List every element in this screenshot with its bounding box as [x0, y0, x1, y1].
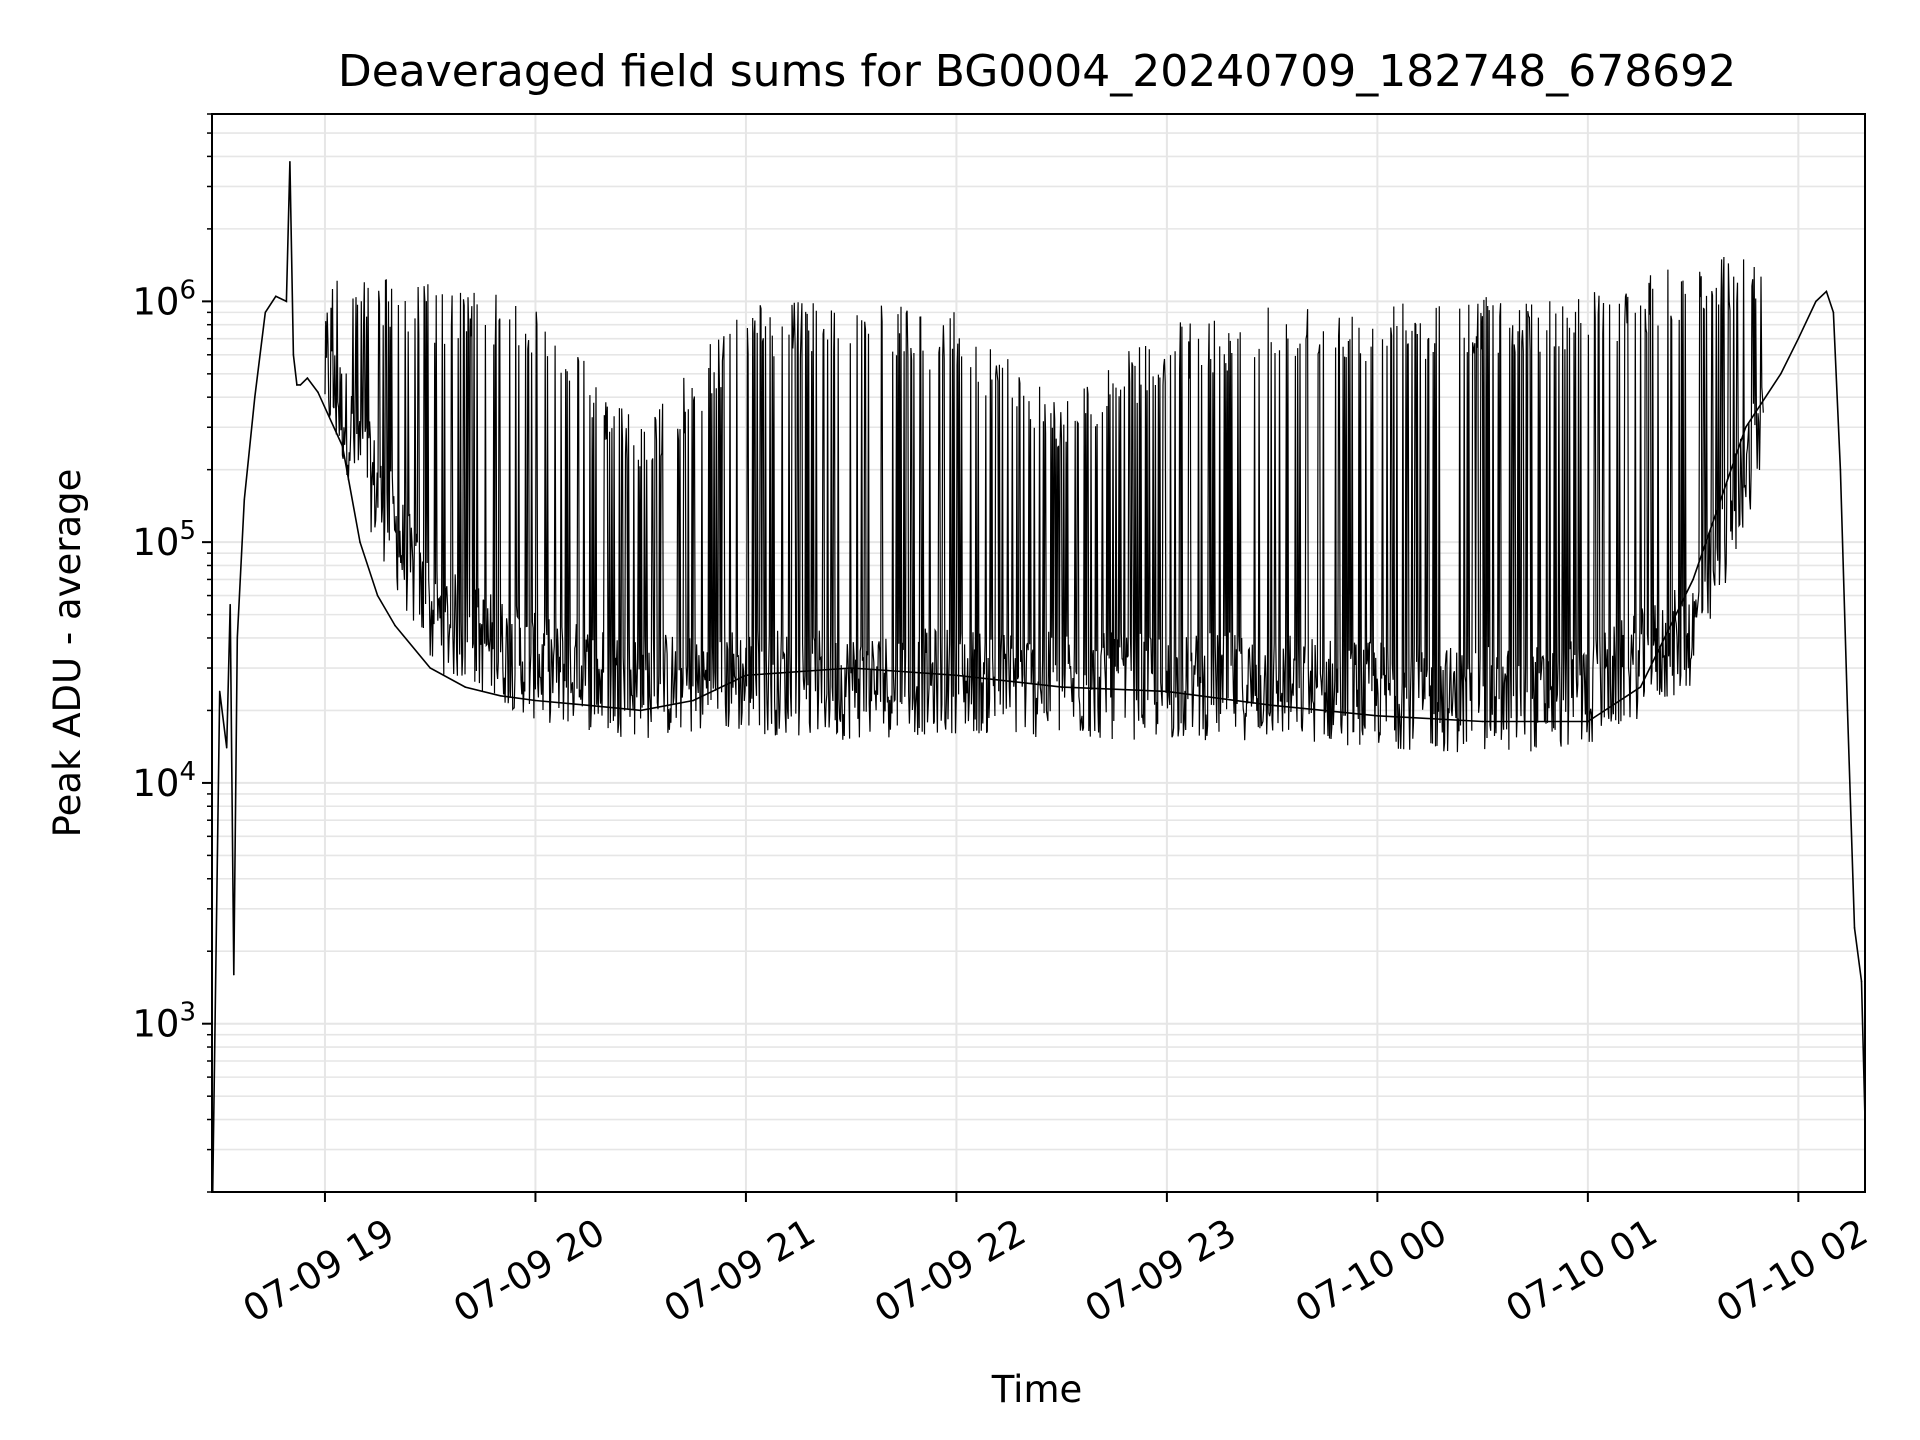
data-point — [1639, 686, 1642, 688]
data-point — [243, 498, 246, 501]
data-point — [1271, 704, 1273, 707]
data-point — [1744, 426, 1747, 429]
data-point — [639, 709, 642, 712]
data-point — [236, 637, 239, 639]
data-point — [1692, 578, 1694, 581]
data-point — [1780, 373, 1782, 375]
x-axis-label: Time — [991, 1368, 1083, 1411]
data-point — [499, 695, 502, 697]
data-point — [296, 384, 298, 386]
data-point — [254, 396, 256, 399]
series-layer — [211, 161, 1866, 1193]
data-point — [955, 674, 958, 677]
chart-title: Deaveraged field sums for BG0004_2024070… — [338, 46, 1736, 97]
y-tick-label: 105 — [132, 516, 196, 564]
data-point — [1846, 709, 1849, 712]
y-axis-label: Peak ADU - average — [46, 469, 89, 838]
data-point — [1815, 300, 1817, 303]
data-point — [464, 686, 467, 688]
data-point — [229, 603, 231, 606]
data-point — [1860, 980, 1863, 983]
data-point — [429, 667, 432, 669]
data-point — [394, 624, 396, 627]
data-point — [1832, 311, 1835, 314]
data-point — [292, 354, 295, 356]
data-point — [745, 674, 747, 677]
data-point — [1166, 690, 1168, 693]
data-point — [218, 690, 221, 693]
data-point — [850, 667, 852, 669]
data-point — [299, 384, 302, 386]
data-point — [233, 973, 235, 976]
series-line — [211, 161, 1866, 1193]
data-point — [275, 295, 277, 298]
y-tick-label: 103 — [132, 998, 196, 1046]
data-point — [289, 161, 291, 163]
data-point — [376, 594, 379, 597]
data-point — [1853, 927, 1856, 929]
data-point — [359, 541, 361, 543]
data-point — [225, 746, 228, 749]
data-point — [317, 391, 319, 393]
data-point — [341, 445, 344, 448]
y-tick-label: 104 — [132, 757, 196, 805]
data-point — [264, 311, 267, 314]
y-tick-label: 106 — [132, 275, 196, 323]
plot-frame — [211, 113, 1866, 1193]
data-point — [534, 699, 537, 702]
data-point — [587, 704, 589, 707]
data-point — [1797, 337, 1800, 340]
y-axis: 103 104 105 106 — [132, 113, 212, 1193]
data-point — [1839, 468, 1842, 471]
data-point — [1825, 290, 1828, 293]
data-point — [692, 699, 695, 702]
series-noise-line — [324, 256, 1764, 753]
data-point — [1587, 720, 1589, 723]
data-point — [285, 300, 288, 303]
data-point — [1060, 686, 1063, 688]
data-point — [306, 377, 309, 379]
data-point — [1481, 720, 1484, 723]
data-point — [1376, 715, 1379, 717]
